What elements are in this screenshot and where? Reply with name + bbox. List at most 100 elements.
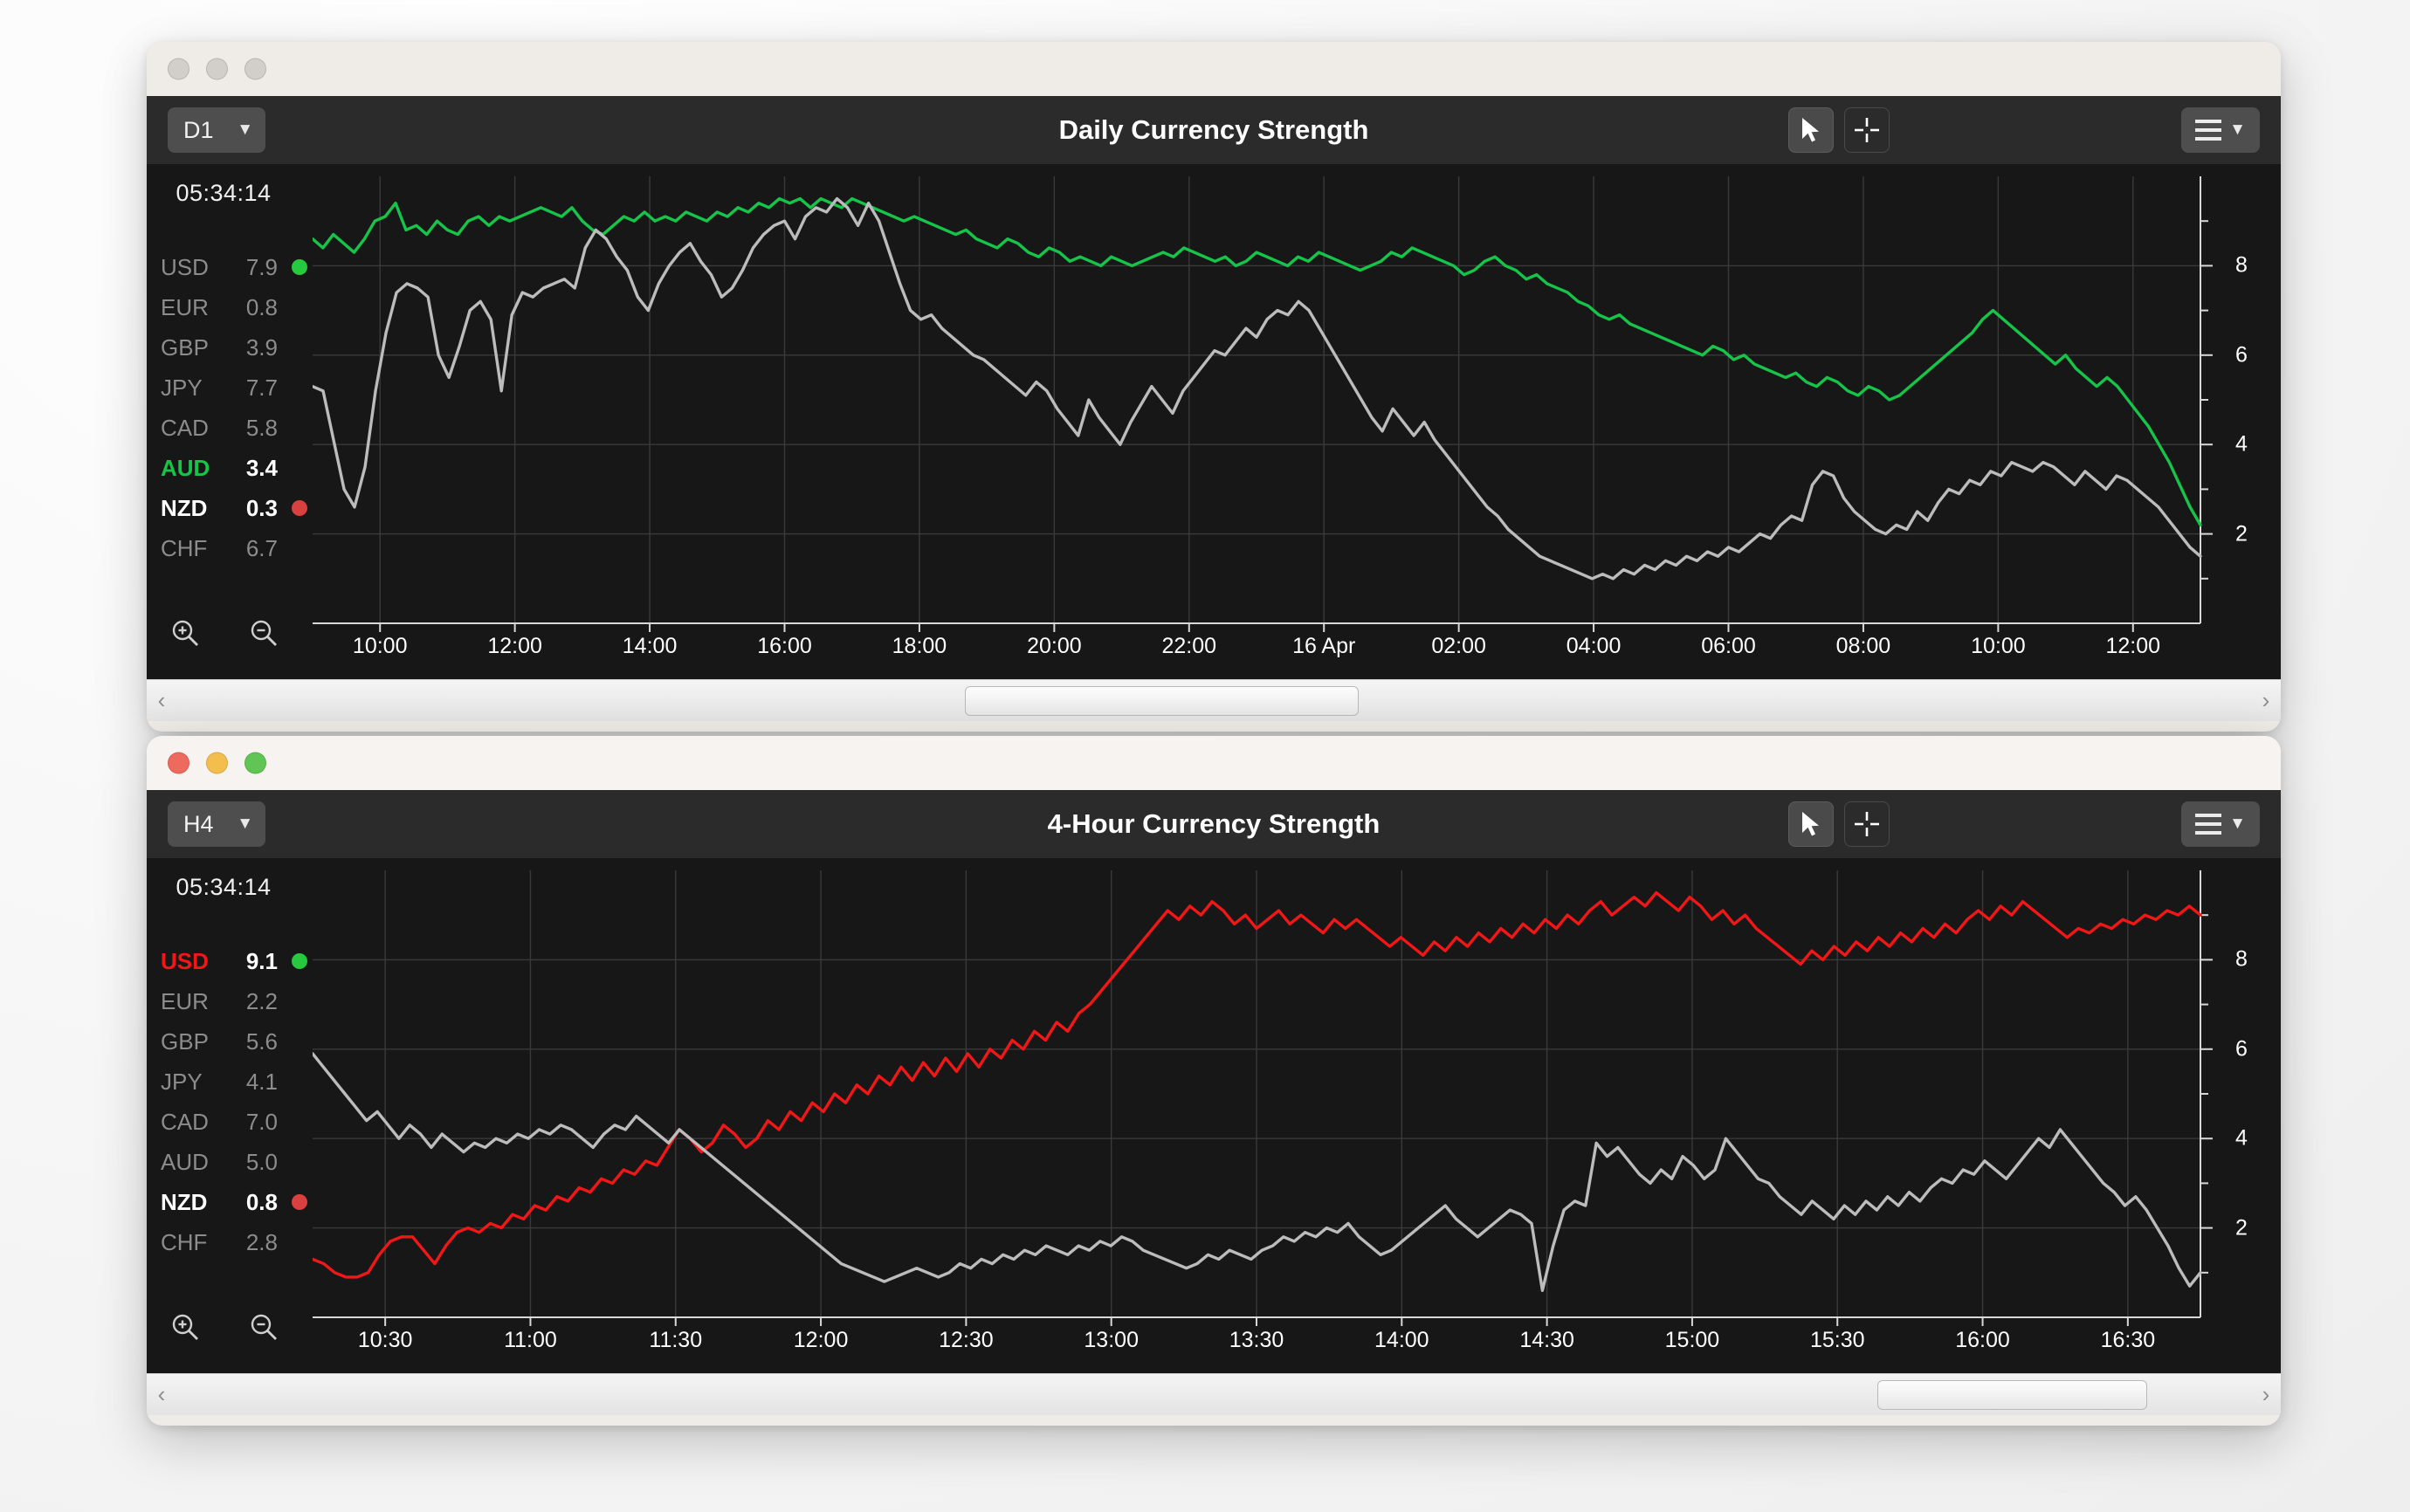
close-button[interactable]: [168, 58, 189, 80]
legend-row-jpy[interactable]: JPY 7.7: [161, 368, 313, 408]
currency-code: EUR: [161, 987, 209, 1014]
horizontal-scrollbar-daily[interactable]: ‹ ›: [147, 679, 2281, 721]
zoom-in-button[interactable]: [169, 617, 201, 653]
zoom-in-button[interactable]: [169, 1311, 201, 1347]
zoom-out-icon: [251, 620, 277, 646]
scroll-track[interactable]: [176, 680, 2251, 721]
timeframe-value: H4: [183, 810, 214, 837]
currency-code: AUD: [161, 1148, 209, 1175]
zoom-in-icon: [172, 1314, 198, 1340]
currency-code: JPY: [161, 1068, 203, 1095]
currency-code: GBP: [161, 333, 209, 361]
clock-h4: 05:34:14: [176, 874, 272, 900]
chart-body-daily: 05:34:14 USD 7.9 EUR 0.8 GBP 3.9 JPY 7.7 CAD 5.8 A…: [147, 164, 2281, 679]
status-dot-empty: [292, 1154, 307, 1170]
cursor-arrow-icon: [1802, 812, 1819, 836]
chart-svg: [313, 858, 2281, 1373]
legend-row-aud[interactable]: AUD 3.4: [161, 448, 313, 488]
close-button[interactable]: [168, 752, 189, 774]
window-daily-currency-strength[interactable]: D1 ▼ Daily Currency Strength: [147, 42, 2281, 732]
scroll-right-arrow[interactable]: ›: [2262, 687, 2270, 713]
legend-row-cad[interactable]: CAD 7.0: [161, 1102, 313, 1142]
plot-area-daily[interactable]: [313, 164, 2281, 679]
scroll-thumb[interactable]: [1877, 1380, 2148, 1410]
currency-code: NZD: [161, 1188, 208, 1215]
currency-value: 5.0: [245, 1148, 278, 1175]
currency-value: 2.8: [245, 1228, 278, 1255]
currency-code: CHF: [161, 534, 208, 561]
legend-row-cad[interactable]: CAD 5.8: [161, 408, 313, 448]
timeframe-select-daily[interactable]: D1 ▼: [168, 107, 265, 153]
currency-code: CAD: [161, 414, 209, 441]
maximize-button[interactable]: [244, 752, 266, 774]
crosshair-tool-button[interactable]: [1844, 107, 1890, 153]
traffic-lights-h4: [168, 752, 266, 774]
currency-code: NZD: [161, 494, 208, 521]
currency-value: 9.1: [245, 947, 278, 974]
status-dot-empty: [292, 1074, 307, 1089]
menu-button-h4[interactable]: ▼: [2181, 801, 2260, 847]
status-dot-empty: [292, 993, 307, 1009]
legend-row-eur[interactable]: EUR 0.8: [161, 287, 313, 327]
scroll-thumb[interactable]: [964, 686, 1360, 716]
legend-daily: USD 7.9 EUR 0.8 GBP 3.9 JPY 7.7 CAD 5.8 AUD 3.4 NZD 0…: [161, 247, 313, 568]
currency-value: 5.6: [245, 1027, 278, 1055]
currency-value: 6.7: [245, 534, 278, 561]
currency-value: 3.4: [245, 454, 278, 481]
plot-area-h4[interactable]: [313, 858, 2281, 1373]
series-line-usd: [313, 196, 2202, 527]
zoom-out-button[interactable]: [248, 1311, 279, 1347]
currency-value: 0.8: [245, 293, 278, 320]
status-dot-empty: [292, 340, 307, 355]
titlebar-daily[interactable]: [147, 42, 2281, 96]
legend-h4: USD 9.1 EUR 2.2 GBP 5.6 JPY 4.1 CAD 7.0 AUD 5.0 NZD 0…: [161, 941, 313, 1262]
legend-row-usd[interactable]: USD 7.9: [161, 247, 313, 287]
window-4-hour-currency-strength[interactable]: H4 ▼ 4-Hour Currency Strength: [147, 736, 2281, 1426]
legend-row-jpy[interactable]: JPY 4.1: [161, 1062, 313, 1102]
legend-row-eur[interactable]: EUR 2.2: [161, 981, 313, 1021]
toolbar-h4: H4 ▼ 4-Hour Currency Strength: [147, 790, 2281, 858]
zoom-out-icon: [251, 1314, 277, 1340]
timeframe-select-h4[interactable]: H4 ▼: [168, 801, 265, 847]
legend-row-chf[interactable]: CHF 6.7: [161, 528, 313, 568]
scroll-left-arrow[interactable]: ‹: [157, 687, 166, 713]
scroll-right-arrow[interactable]: ›: [2262, 1381, 2270, 1407]
crosshair-tool-button[interactable]: [1844, 801, 1890, 847]
maximize-button[interactable]: [244, 58, 266, 80]
legend-row-gbp[interactable]: GBP 5.6: [161, 1021, 313, 1062]
status-dot-empty: [292, 1034, 307, 1049]
legend-row-usd[interactable]: USD 9.1: [161, 941, 313, 981]
legend-row-nzd[interactable]: NZD 0.8: [161, 1182, 313, 1222]
zoom-out-button[interactable]: [248, 617, 279, 653]
timeframe-value: D1: [183, 116, 214, 143]
red-status-dot: [292, 1194, 307, 1210]
currency-code: CHF: [161, 1228, 208, 1255]
chevron-down-icon: ▼: [237, 120, 253, 139]
cursor-tool-button[interactable]: [1788, 801, 1834, 847]
legend-row-nzd[interactable]: NZD 0.3: [161, 488, 313, 528]
menu-button-daily[interactable]: ▼: [2181, 107, 2260, 153]
minimize-button[interactable]: [206, 752, 228, 774]
minimize-button[interactable]: [206, 58, 228, 80]
legend-row-gbp[interactable]: GBP 3.9: [161, 327, 313, 368]
toolbar-daily: D1 ▼ Daily Currency Strength: [147, 96, 2281, 164]
tool-buttons-h4: [1788, 801, 1890, 847]
titlebar-h4[interactable]: [147, 736, 2281, 790]
crosshair-icon: [1855, 118, 1879, 142]
legend-row-chf[interactable]: CHF 2.8: [161, 1222, 313, 1262]
status-dot-empty: [292, 299, 307, 315]
hamburger-icon: [2195, 120, 2222, 141]
zoom-controls-h4: [169, 1311, 279, 1347]
currency-code: EUR: [161, 293, 209, 320]
series-line-usd: [313, 890, 2202, 1279]
sidebar-daily: 05:34:14 USD 7.9 EUR 0.8 GBP 3.9 JPY 7.7 CAD 5.8 A…: [147, 164, 313, 679]
scroll-track[interactable]: [176, 1374, 2251, 1415]
currency-value: 5.8: [245, 414, 278, 441]
cursor-tool-button[interactable]: [1788, 107, 1834, 153]
legend-row-aud[interactable]: AUD 5.0: [161, 1142, 313, 1182]
horizontal-scrollbar-h4[interactable]: ‹ ›: [147, 1373, 2281, 1415]
currency-code: JPY: [161, 374, 203, 401]
status-dot-empty: [292, 540, 307, 556]
currency-value: 4.1: [245, 1068, 278, 1095]
scroll-left-arrow[interactable]: ‹: [157, 1381, 166, 1407]
